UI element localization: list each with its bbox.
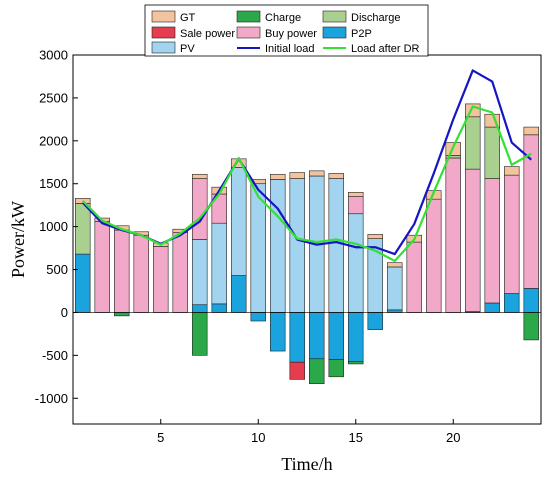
bar-charge-h7: [192, 312, 208, 356]
bar-discharge-h21: [465, 116, 481, 170]
bar-p2p-h13: [309, 312, 325, 360]
bar-charge-h14: [328, 359, 344, 378]
bar-p2p-h17: [387, 309, 403, 313]
bar-gt-h13: [309, 170, 325, 177]
legend-swatch-gt: [151, 10, 176, 23]
bar-pv-h14: [328, 178, 344, 313]
bar-discharge-h22: [484, 126, 500, 179]
bar-gt-h16: [367, 234, 383, 239]
bar-gt-h23: [504, 166, 520, 176]
bar-buy-power-h3: [114, 229, 130, 313]
x-tick-label: 5: [157, 430, 164, 445]
bar-gt-h14: [328, 173, 344, 179]
y-axis-label: Power/kW: [8, 201, 28, 278]
legend: GT Charge Discharge Sale power Buy power P2P P…: [144, 4, 429, 57]
bar-buy-power-h21: [465, 168, 481, 312]
bar-gt-h11: [270, 173, 286, 180]
bars-layer: [73, 103, 541, 384]
y-tick-label: 500: [46, 262, 68, 277]
bar-charge-h3: [114, 312, 130, 317]
bar-gt-h7: [192, 173, 208, 179]
legend-label-sale-power: Sale power: [180, 28, 235, 40]
bar-pv-h17: [387, 266, 403, 311]
bar-buy-power-h5: [153, 246, 169, 313]
bar-charge-h24: [523, 312, 539, 341]
bar-pv-h15: [348, 213, 364, 313]
bar-gt-h15: [348, 192, 364, 197]
x-tick-label: 20: [446, 430, 460, 445]
legend-label-p2p: P2P: [351, 28, 372, 40]
line-load-after-dr: [81, 105, 532, 263]
legend-swatch-buy-power: [236, 26, 261, 39]
bar-sale-power-h12: [289, 361, 305, 380]
bar-p2p-h14: [328, 312, 344, 360]
bar-p2p-h10: [250, 312, 266, 322]
bar-pv-h12: [289, 178, 305, 313]
legend-label-buy-power: Buy power: [265, 28, 317, 40]
bar-pv-h8: [211, 222, 227, 305]
bar-p2p-h7: [192, 304, 208, 313]
legend-swatch-p2p: [322, 26, 347, 39]
bar-p2p-h23: [504, 293, 520, 313]
y-tick-label: 2000: [39, 133, 68, 148]
bar-charge-h15: [348, 361, 364, 365]
bar-p2p-h15: [348, 312, 364, 362]
legend-label-charge: Charge: [265, 12, 301, 24]
bar-pv-h9: [231, 167, 247, 276]
bar-buy-power-h6: [172, 232, 188, 313]
x-tick-label: 15: [349, 430, 363, 445]
bar-p2p-h11: [270, 312, 286, 352]
lines-layer: [81, 69, 532, 263]
bar-p2p-h9: [231, 275, 247, 313]
bar-p2p-h24: [523, 288, 539, 313]
legend-label-gt: GT: [180, 12, 196, 24]
legend-label-pv: PV: [180, 43, 195, 55]
legend-label-initial-load: Initial load: [265, 43, 315, 55]
bar-discharge-h1: [75, 203, 91, 255]
bar-p2p-h16: [367, 312, 383, 330]
bar-p2p-h8: [211, 303, 227, 313]
y-tick-label: 3000: [39, 48, 68, 63]
bar-p2p-h12: [289, 312, 305, 363]
y-tick-label: -1000: [35, 391, 68, 406]
y-tick-label: 0: [61, 305, 68, 320]
bar-p2p-h1: [75, 253, 91, 313]
bar-gt-h17: [387, 262, 403, 268]
bar-buy-power-h4: [133, 234, 149, 313]
bar-pv-h11: [270, 179, 286, 313]
y-tick-label: 2500: [39, 90, 68, 105]
legend-label-load-after-dr: Load after DR: [351, 43, 420, 55]
bar-charge-h13: [309, 358, 325, 384]
bar-p2p-h22: [484, 302, 500, 313]
bar-buy-power-h23: [504, 174, 520, 294]
legend-frame: [144, 4, 429, 57]
legend-swatch-discharge: [322, 10, 347, 23]
bar-buy-power-h7: [192, 178, 208, 240]
legend-swatch-pv: [151, 41, 176, 54]
bar-buy-power-h22: [484, 178, 500, 304]
bar-buy-power-h2: [94, 221, 110, 313]
bar-pv-h7: [192, 239, 208, 306]
bar-buy-power-h19: [426, 198, 442, 313]
bar-gt-h12: [289, 172, 305, 179]
x-axis-label: Time/h: [281, 454, 332, 474]
y-tick-label: -500: [42, 348, 68, 363]
bar-gt-h24: [523, 126, 539, 136]
axes: -1000 -500 0 500 1000 1500 2000 2500 3000 5 10 15 20: [35, 48, 461, 446]
line-initial-load: [81, 69, 532, 256]
bar-buy-power-h20: [445, 157, 461, 313]
y-tick-label: 1000: [39, 219, 68, 234]
y-tick-label: 1500: [39, 176, 68, 191]
legend-swatch-charge: [236, 10, 261, 23]
legend-swatch-sale-power: [151, 26, 176, 39]
bar-buy-power-h15: [348, 196, 364, 215]
legend-label-discharge: Discharge: [351, 12, 401, 24]
x-tick-label: 10: [251, 430, 265, 445]
bar-buy-power-h18: [406, 241, 422, 313]
